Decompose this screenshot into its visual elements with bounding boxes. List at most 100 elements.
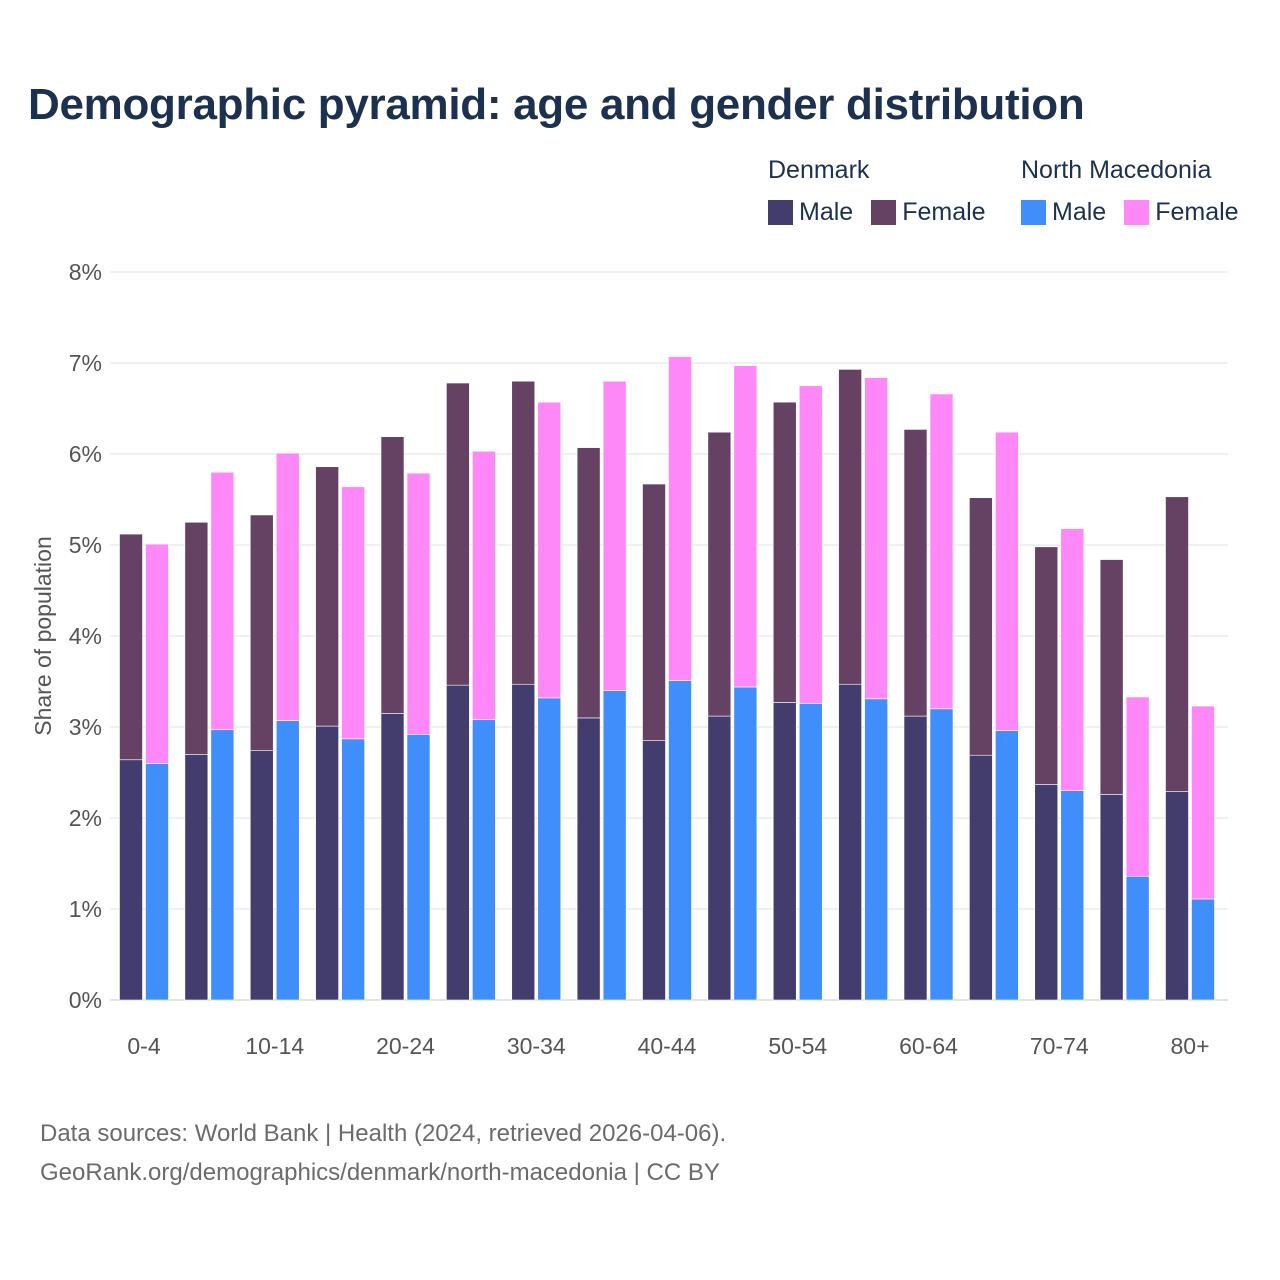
bar-north-macedonia-female-80+[interactable] xyxy=(1191,705,1215,900)
bar-north-macedonia-male-45-49[interactable] xyxy=(733,686,758,1001)
bar-denmark-female-55-59[interactable] xyxy=(838,369,862,685)
legend-item-north-macedonia-female[interactable]: Female xyxy=(1124,198,1239,227)
legend-swatch xyxy=(1021,200,1046,225)
bar-north-macedonia-male-40-44[interactable] xyxy=(668,680,692,1001)
bar-north-macedonia-female-60-64[interactable] xyxy=(929,393,954,710)
bar-north-macedonia-female-45-49[interactable] xyxy=(733,365,758,688)
bar-denmark-female-40-44[interactable] xyxy=(642,483,666,741)
y-tick-label: 8% xyxy=(69,259,102,285)
legend-swatch xyxy=(768,200,793,225)
legend-label: Male xyxy=(799,198,854,226)
legend-item-north-macedonia-male[interactable]: Male xyxy=(1021,198,1106,227)
bar-denmark-male-45-49[interactable] xyxy=(707,715,732,1001)
bar-denmark-male-50-54[interactable] xyxy=(772,702,797,1001)
y-tick-label: 2% xyxy=(69,805,102,831)
bar-north-macedonia-female-20-24[interactable] xyxy=(406,472,431,735)
bar-north-macedonia-female-75-79[interactable] xyxy=(1125,696,1150,877)
bar-north-macedonia-male-0-4[interactable] xyxy=(145,763,169,1001)
bar-north-macedonia-male-5-9[interactable] xyxy=(210,729,235,1001)
bar-denmark-male-80+[interactable] xyxy=(1165,791,1189,1001)
bar-north-macedonia-male-25-29[interactable] xyxy=(472,719,496,1001)
bar-north-macedonia-male-10-14[interactable] xyxy=(275,720,300,1001)
bar-north-macedonia-male-80+[interactable] xyxy=(1191,898,1215,1001)
legend-label: Female xyxy=(902,198,986,226)
bar-denmark-male-25-29[interactable] xyxy=(446,684,470,1001)
bar-denmark-male-35-39[interactable] xyxy=(576,717,601,1001)
bar-denmark-female-70-74[interactable] xyxy=(1034,546,1059,785)
bar-north-macedonia-female-70-74[interactable] xyxy=(1060,528,1085,791)
footer: Data sources: World Bank | Health (2024,… xyxy=(40,1114,726,1192)
bar-north-macedonia-female-65-69[interactable] xyxy=(995,431,1019,731)
footer-source: Data sources: World Bank | Health (2024,… xyxy=(40,1120,727,1147)
bar-denmark-male-55-59[interactable] xyxy=(838,683,862,1001)
bar-north-macedonia-female-50-54[interactable] xyxy=(798,385,823,704)
y-tick-label: 0% xyxy=(69,987,102,1013)
y-tick-label: 6% xyxy=(69,441,102,467)
y-tick-label: 7% xyxy=(69,350,102,376)
bar-denmark-female-50-54[interactable] xyxy=(772,401,797,703)
bar-north-macedonia-male-75-79[interactable] xyxy=(1125,875,1150,1001)
bar-north-macedonia-male-35-39[interactable] xyxy=(602,690,627,1001)
x-tick-label: 0-4 xyxy=(127,1033,160,1059)
bar-denmark-female-0-4[interactable] xyxy=(119,533,143,761)
bar-north-macedonia-male-60-64[interactable] xyxy=(929,708,954,1001)
bar-north-macedonia-female-15-19[interactable] xyxy=(341,486,365,740)
bar-north-macedonia-female-40-44[interactable] xyxy=(668,356,692,681)
bar-denmark-female-25-29[interactable] xyxy=(446,382,470,686)
bar-denmark-female-80+[interactable] xyxy=(1165,496,1189,792)
bar-north-macedonia-female-55-59[interactable] xyxy=(864,377,888,700)
bar-denmark-female-60-64[interactable] xyxy=(903,429,928,717)
bar-north-macedonia-female-10-14[interactable] xyxy=(275,452,300,721)
bar-denmark-male-65-69[interactable] xyxy=(969,754,993,1001)
bar-denmark-male-60-64[interactable] xyxy=(903,715,928,1001)
bar-denmark-male-70-74[interactable] xyxy=(1034,784,1059,1001)
bar-north-macedonia-male-50-54[interactable] xyxy=(798,703,823,1001)
bar-denmark-female-15-19[interactable] xyxy=(315,466,339,727)
bar-north-macedonia-female-25-29[interactable] xyxy=(472,450,496,721)
y-tick-label: 1% xyxy=(69,896,102,922)
bar-denmark-female-5-9[interactable] xyxy=(184,521,209,755)
legend-item-denmark-female[interactable]: Female xyxy=(871,198,986,227)
y-tick-label: 4% xyxy=(69,623,102,649)
legend-north-macedonia: Male Female xyxy=(1021,198,1239,227)
legend-swatch xyxy=(871,200,897,225)
bar-denmark-male-40-44[interactable] xyxy=(642,740,666,1001)
bar-north-macedonia-female-30-34[interactable] xyxy=(537,401,562,699)
bar-denmark-female-65-69[interactable] xyxy=(969,497,993,756)
bar-denmark-female-75-79[interactable] xyxy=(1099,559,1124,795)
legend-denmark: Male Female xyxy=(768,198,986,227)
bar-denmark-male-30-34[interactable] xyxy=(511,683,536,1001)
bar-denmark-female-45-49[interactable] xyxy=(707,431,732,717)
x-tick-label: 30-34 xyxy=(507,1033,566,1059)
bar-denmark-female-10-14[interactable] xyxy=(249,514,274,751)
y-tick-label: 3% xyxy=(69,714,102,740)
x-tick-label: 10-14 xyxy=(245,1033,304,1059)
y-tick-label: 5% xyxy=(69,532,102,558)
bar-north-macedonia-male-15-19[interactable] xyxy=(341,738,365,1001)
y-axis-label: Share of population xyxy=(30,536,56,736)
bar-north-macedonia-female-35-39[interactable] xyxy=(602,380,627,691)
legend-group-north-macedonia: North Macedonia xyxy=(1021,156,1212,184)
footer-url[interactable]: GeoRank.org/demographics/denmark/north-m… xyxy=(40,1159,720,1186)
bar-north-macedonia-male-30-34[interactable] xyxy=(537,697,562,1001)
bar-denmark-male-75-79[interactable] xyxy=(1099,794,1124,1001)
bar-denmark-male-5-9[interactable] xyxy=(184,753,209,1001)
bar-north-macedonia-male-65-69[interactable] xyxy=(995,730,1019,1001)
bar-north-macedonia-male-55-59[interactable] xyxy=(864,698,888,1001)
bar-north-macedonia-male-70-74[interactable] xyxy=(1060,790,1085,1001)
x-tick-label: 70-74 xyxy=(1030,1033,1089,1059)
bar-north-macedonia-female-0-4[interactable] xyxy=(145,543,169,764)
bar-denmark-male-20-24[interactable] xyxy=(380,713,405,1001)
x-tick-label: 20-24 xyxy=(376,1033,435,1059)
bar-north-macedonia-female-5-9[interactable] xyxy=(210,471,235,731)
bar-denmark-male-0-4[interactable] xyxy=(119,759,143,1001)
bar-denmark-female-35-39[interactable] xyxy=(576,447,601,719)
bar-denmark-female-20-24[interactable] xyxy=(380,436,405,714)
x-tick-label: 40-44 xyxy=(638,1033,697,1059)
legend-item-denmark-male[interactable]: Male xyxy=(768,198,853,227)
bar-denmark-male-10-14[interactable] xyxy=(249,750,274,1001)
bar-denmark-female-30-34[interactable] xyxy=(511,380,536,685)
bar-north-macedonia-male-20-24[interactable] xyxy=(406,733,431,1001)
bar-denmark-male-15-19[interactable] xyxy=(315,725,339,1001)
